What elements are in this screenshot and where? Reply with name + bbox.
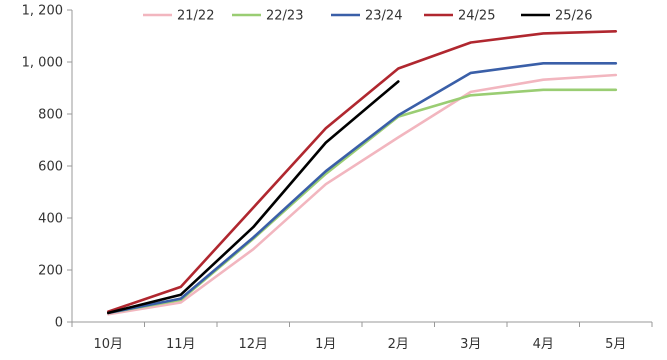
x-tick-label: 5月 [605, 337, 626, 352]
legend-label: 24/25 [458, 9, 495, 24]
y-tick-label: 1, 000 [22, 56, 63, 71]
series-line-24-25 [107, 29, 618, 313]
legend-label: 25/26 [555, 9, 592, 24]
legend-label: 21/22 [177, 9, 214, 24]
series-group [107, 29, 618, 316]
legend: 21/22 22/23 23/24 24/25 25/26 [143, 9, 592, 24]
y-tick-label: 1, 200 [22, 4, 63, 19]
legend-label: 22/23 [266, 9, 303, 24]
y-tick-label: 200 [38, 264, 63, 279]
legend-label: 23/24 [365, 9, 402, 24]
y-tick-label: 400 [38, 212, 63, 227]
series-line-23-24 [107, 61, 618, 315]
series-line-22-23 [107, 88, 618, 315]
y-tick-label: 600 [38, 160, 63, 175]
x-tick-label: 10月 [93, 337, 123, 352]
x-tick-label: 1月 [315, 337, 336, 352]
x-tick-label: 11月 [166, 337, 196, 352]
x-tick-label: 4月 [533, 337, 554, 352]
x-tick-label: 12月 [238, 337, 268, 352]
x-axis: 10月 11月 12月 1月 2月 3月 4月 5月 [71, 321, 653, 352]
x-tick-label: 3月 [460, 337, 481, 352]
y-tick-label: 800 [38, 108, 63, 123]
series-line-25-26 [107, 80, 400, 315]
y-axis: 0 200 400 600 800 1, 000 1, 200 [22, 4, 73, 331]
x-tick-label: 2月 [388, 337, 409, 352]
series-line-21-22 [107, 73, 618, 316]
y-tick-label: 0 [55, 316, 63, 331]
